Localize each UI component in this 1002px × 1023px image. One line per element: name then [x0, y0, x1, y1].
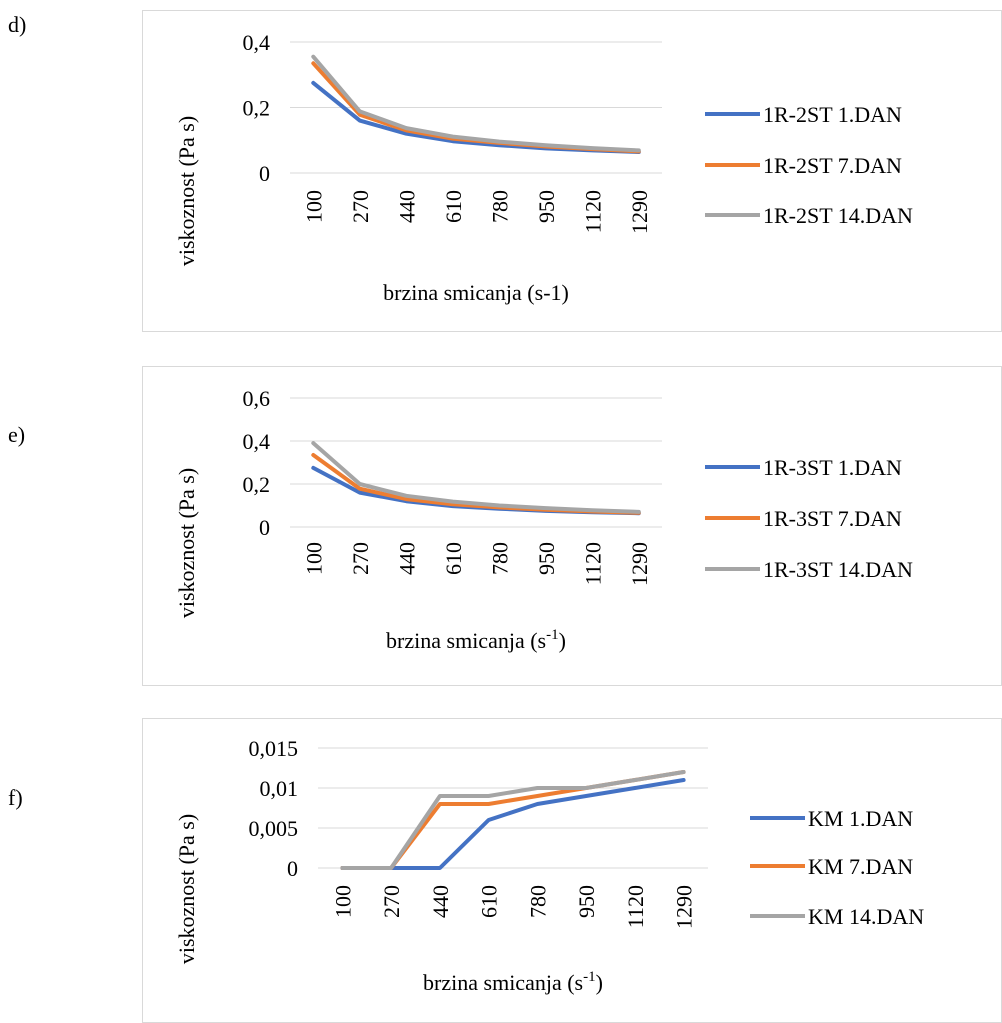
- legend-label: 1R-2ST 1.DAN: [763, 102, 902, 127]
- chart-box-e: [142, 366, 1002, 686]
- x-tick-label: 440: [394, 190, 419, 223]
- x-tick-label: 270: [379, 885, 404, 918]
- y-tick-label: 0,4: [243, 429, 271, 454]
- legend-label: 1R-2ST 14.DAN: [763, 203, 913, 228]
- x-tick-label: 610: [441, 542, 466, 575]
- series-line-3: [311, 441, 641, 514]
- legend-label: 1R-3ST 7.DAN: [763, 506, 902, 531]
- legend-label: KM 14.DAN: [808, 904, 924, 929]
- y-tick-label: 0: [259, 161, 270, 186]
- series-line-1: [340, 778, 686, 870]
- series-line-3: [311, 54, 641, 153]
- legend-label: KM 1.DAN: [808, 806, 913, 831]
- y-tick-label: 0,4: [243, 30, 271, 55]
- x-tick-label: 100: [330, 885, 355, 918]
- y-axis-label: viskoznost (Pa s): [174, 116, 199, 266]
- y-tick-label: 0: [259, 515, 270, 540]
- x-axis-label: brzina smicanja (s-1): [423, 969, 603, 995]
- x-tick-label: 1120: [580, 542, 605, 585]
- legend-label: 1R-2ST 7.DAN: [763, 153, 902, 178]
- panel-letter-e: e): [8, 422, 26, 447]
- x-tick-label: 780: [487, 542, 512, 575]
- x-tick-label: 950: [534, 190, 559, 223]
- panel-letter-f: f): [8, 785, 23, 810]
- x-tick-label: 1290: [672, 885, 697, 929]
- series-line-3: [340, 770, 686, 870]
- y-axis-label: viskoznost (Pa s): [174, 468, 199, 618]
- y-tick-label: 0,015: [249, 736, 299, 761]
- y-axis-label: viskoznost (Pa s): [174, 814, 199, 964]
- x-tick-label: 270: [348, 190, 373, 223]
- x-tick-label: 1120: [580, 190, 605, 233]
- x-tick-label: 780: [487, 190, 512, 223]
- x-tick-label: 270: [348, 542, 373, 575]
- x-tick-label: 610: [477, 885, 502, 918]
- legend-label: 1R-3ST 1.DAN: [763, 455, 902, 480]
- x-axis-label: brzina smicanja (s-1): [386, 627, 566, 653]
- x-tick-label: 100: [301, 542, 326, 575]
- y-tick-label: 0,2: [243, 96, 271, 121]
- chart-box-f: [142, 718, 1002, 1023]
- x-tick-label: 1290: [627, 190, 652, 234]
- legend-label: KM 7.DAN: [808, 854, 913, 879]
- x-tick-label: 950: [534, 542, 559, 575]
- x-tick-label: 440: [428, 885, 453, 918]
- y-tick-label: 0: [287, 856, 298, 881]
- x-tick-label: 440: [394, 542, 419, 575]
- x-tick-label: 1120: [623, 885, 648, 928]
- x-tick-label: 1290: [627, 542, 652, 586]
- x-tick-label: 780: [525, 885, 550, 918]
- legend-label: 1R-3ST 14.DAN: [763, 557, 913, 582]
- panel-letter-d: d): [8, 12, 27, 37]
- x-axis-label: brzina smicanja (s-1): [383, 280, 569, 305]
- x-tick-label: 950: [574, 885, 599, 918]
- y-tick-label: 0,6: [243, 386, 271, 411]
- x-tick-label: 100: [301, 190, 326, 223]
- y-tick-label: 0,005: [249, 816, 299, 841]
- y-tick-label: 0,01: [260, 776, 299, 801]
- x-tick-label: 610: [441, 190, 466, 223]
- y-tick-label: 0,2: [243, 472, 271, 497]
